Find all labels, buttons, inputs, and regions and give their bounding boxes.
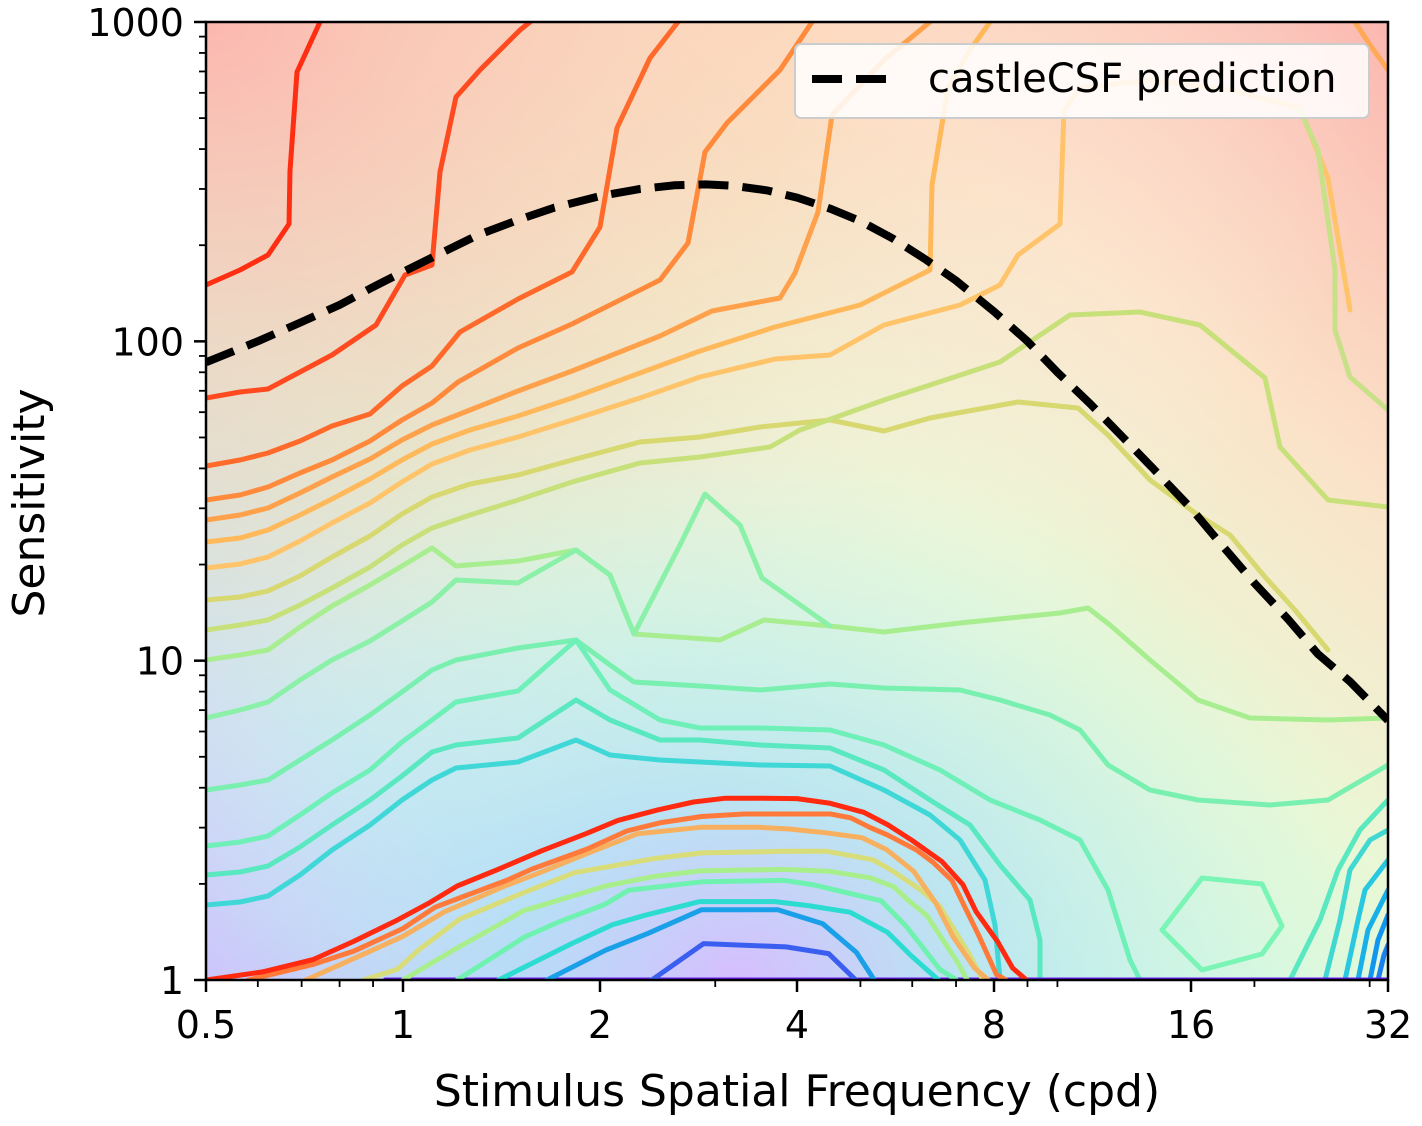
contour-line-9 <box>206 795 1029 980</box>
x-tick-label: 0.5 <box>176 1003 236 1047</box>
x-axis: 0.5 1 2 4 8 16 32 <box>176 980 1412 1047</box>
contour-line-7 <box>303 824 991 980</box>
contour-line-static <box>206 22 933 523</box>
contour-line-static <box>206 399 1331 653</box>
x-tick-label: 8 <box>982 1003 1006 1047</box>
x-tick-label: 4 <box>785 1003 809 1047</box>
contour-line-static <box>206 309 1388 633</box>
plot-cool-overlay <box>206 22 1388 980</box>
contour-lines <box>206 22 1388 980</box>
legend-entry-castleCSF: castleCSF prediction <box>928 56 1336 102</box>
contour-line-4 <box>454 877 959 980</box>
contour-line-1 <box>649 941 859 980</box>
contour-line-static <box>1342 857 1388 980</box>
contour-line-static <box>206 491 833 721</box>
contour-line-8 <box>245 811 1009 980</box>
contour-line-static <box>206 697 1043 980</box>
contour-line-static <box>206 545 1388 723</box>
contour-line-static <box>206 22 323 288</box>
y-axis-label: Sensitivity <box>4 388 55 617</box>
x-tick-label: 1 <box>391 1003 415 1047</box>
contour-line-static <box>206 737 1003 980</box>
legend-box <box>794 43 1370 119</box>
contour-line-static <box>1159 875 1285 973</box>
contour-line-static <box>206 22 681 469</box>
contour-line-static <box>1297 107 1388 413</box>
plot-area <box>204 20 1390 982</box>
contour-line-static <box>1375 942 1388 980</box>
contour-line-static <box>206 22 533 401</box>
legend: castleCSF prediction <box>794 43 1370 119</box>
contour-line-static <box>1355 887 1388 980</box>
contour-line-static <box>206 22 815 503</box>
contour-line-2 <box>544 907 877 980</box>
contour-line-static <box>1367 912 1388 980</box>
contour-line-static <box>1322 827 1388 980</box>
x-axis-label: Stimulus Spatial Frequency (cpd) <box>434 1066 1160 1117</box>
contour-line-5 <box>400 866 970 980</box>
contour-line-static <box>1287 797 1388 980</box>
contour-line-3 <box>496 899 941 980</box>
y-tick-label: 1000 <box>87 1 184 45</box>
x-tick-label: 2 <box>588 1003 612 1047</box>
contour-line-static <box>1352 22 1388 73</box>
x-tick-label: 16 <box>1167 1003 1215 1047</box>
y-tick-label: 1 <box>160 959 184 1003</box>
contour-line-static <box>206 637 1143 980</box>
contour-line-static <box>206 22 993 545</box>
y-tick-label: 10 <box>136 640 184 684</box>
y-axis: 1 10 100 1000 <box>87 1 206 1003</box>
contour-line-static <box>206 637 1388 808</box>
y-tick-label: 100 <box>111 320 184 364</box>
castleCSF-prediction-line <box>206 180 1388 724</box>
x-tick-label: 32 <box>1364 1003 1412 1047</box>
